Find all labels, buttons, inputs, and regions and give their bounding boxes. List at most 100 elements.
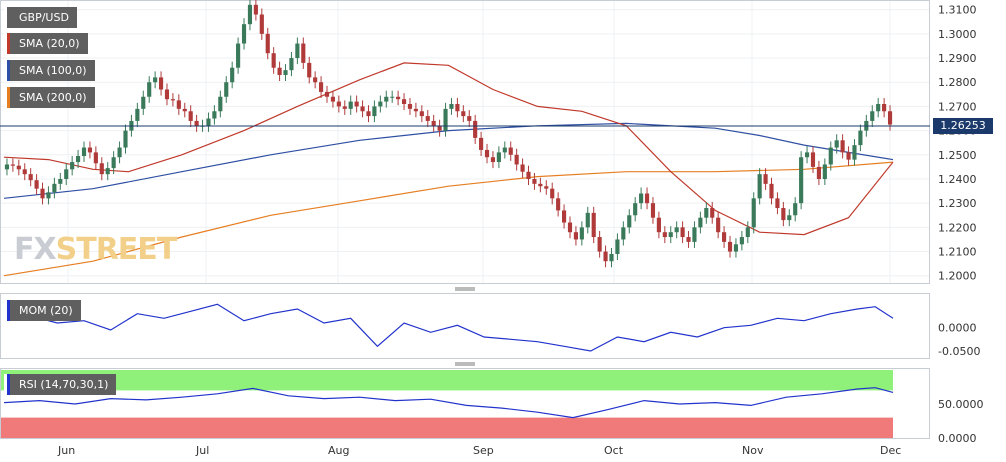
candle-body bbox=[822, 164, 827, 179]
legend-sma100-label: SMA (100,0) bbox=[19, 64, 87, 77]
panel-splitter-1[interactable] bbox=[455, 287, 475, 291]
candle-body bbox=[615, 239, 620, 254]
candle-body bbox=[307, 62, 312, 78]
candle-body bbox=[194, 120, 199, 126]
candle-body bbox=[775, 198, 780, 209]
candle-body bbox=[158, 77, 164, 90]
price-y-tick: 1.3000 bbox=[938, 28, 977, 41]
candle-body bbox=[621, 227, 626, 240]
price-y-tick: 1.2800 bbox=[938, 76, 977, 89]
legend-sma20[interactable]: SMA (20,0) bbox=[4, 33, 88, 54]
candle-body bbox=[366, 111, 371, 117]
sma-20-path bbox=[3, 62, 894, 236]
legend-sma200[interactable]: SMA (200,0) bbox=[4, 87, 95, 108]
candle-body bbox=[455, 104, 460, 112]
x-axis-label: Aug bbox=[328, 444, 349, 457]
legend-symbol[interactable]: GBP/USD bbox=[4, 7, 77, 28]
candle-body bbox=[526, 171, 531, 179]
candle-body bbox=[544, 186, 549, 189]
rsi-y-ticks: 50.0000 0.0000 bbox=[938, 398, 984, 445]
candle-body bbox=[218, 96, 223, 112]
candle-body bbox=[876, 104, 881, 112]
candle-body bbox=[769, 183, 774, 199]
candle-body bbox=[87, 147, 93, 153]
candle-body bbox=[360, 106, 365, 112]
candle-body bbox=[224, 82, 229, 97]
candle-body bbox=[561, 210, 567, 223]
candle-body bbox=[870, 111, 875, 121]
candle-body bbox=[34, 180, 39, 189]
candle-body bbox=[674, 227, 679, 233]
candle-body bbox=[698, 217, 703, 228]
x-axis-label: Nov bbox=[742, 444, 764, 457]
mom-y-ticks: 0.0000 -0.0500 bbox=[938, 322, 980, 358]
price-y-tick: 1.2300 bbox=[938, 197, 977, 210]
candle-body bbox=[887, 111, 893, 125]
rsi-path bbox=[3, 387, 894, 419]
candle-body bbox=[301, 43, 306, 63]
candle-body bbox=[787, 215, 792, 221]
candle-body bbox=[502, 147, 507, 153]
candle-body bbox=[105, 168, 110, 175]
legend-mom[interactable]: MOM (20) bbox=[4, 300, 81, 321]
candle-body bbox=[644, 193, 650, 204]
legend-sma100[interactable]: SMA (100,0) bbox=[4, 60, 95, 81]
candle-body bbox=[656, 217, 661, 233]
candle-body bbox=[70, 162, 75, 170]
price-y-tick: 1.2100 bbox=[938, 246, 977, 259]
price-y-tick: 1.2700 bbox=[938, 100, 977, 113]
candle-body bbox=[76, 156, 81, 163]
candle-body bbox=[591, 212, 596, 238]
candle-body bbox=[206, 118, 211, 126]
candle-body bbox=[597, 237, 602, 252]
candle-body bbox=[627, 215, 632, 228]
candle-body bbox=[722, 232, 727, 242]
candle-body bbox=[81, 147, 87, 157]
legend-mom-label: MOM (20) bbox=[19, 304, 73, 317]
candle-body bbox=[828, 147, 833, 165]
candle-body bbox=[443, 108, 448, 131]
candle-body bbox=[407, 104, 413, 109]
candle-body bbox=[846, 152, 851, 160]
candle-body bbox=[739, 237, 744, 245]
rsi-overbought-band bbox=[1, 370, 893, 391]
candle-body bbox=[668, 232, 673, 238]
candle-body bbox=[852, 145, 857, 160]
legend-sma100-swatch bbox=[7, 60, 10, 81]
candle-body bbox=[650, 203, 656, 218]
legend-rsi[interactable]: RSI (14,70,30,1) bbox=[4, 374, 117, 395]
candle-body bbox=[556, 198, 561, 211]
candle-body bbox=[461, 111, 466, 117]
candle-body bbox=[413, 108, 418, 112]
candle-body bbox=[781, 208, 786, 221]
candle-body bbox=[46, 192, 51, 199]
candle-body bbox=[733, 244, 739, 252]
candle-body bbox=[259, 14, 264, 34]
candle-body bbox=[757, 174, 762, 199]
candle-body bbox=[390, 96, 395, 98]
rsi-y-tick: 50.0000 bbox=[938, 398, 984, 411]
candle-body bbox=[40, 188, 45, 199]
candle-body bbox=[727, 241, 733, 252]
candle-body bbox=[348, 101, 353, 109]
candle-body bbox=[514, 154, 519, 165]
candle-body bbox=[751, 198, 756, 228]
legend-symbol-label: GBP/USD bbox=[19, 11, 69, 24]
candle-body bbox=[253, 4, 258, 15]
candle-body bbox=[117, 147, 122, 158]
x-axis-label: Jul bbox=[195, 444, 209, 457]
candle-body bbox=[490, 157, 496, 163]
candle-body bbox=[283, 70, 288, 75]
price-y-tick: 1.2200 bbox=[938, 221, 977, 234]
candle-body bbox=[858, 130, 863, 146]
candle-body bbox=[745, 227, 750, 238]
candle-body bbox=[93, 152, 98, 164]
candle-body bbox=[230, 67, 235, 83]
candles bbox=[4, 0, 893, 268]
panel-splitter-2[interactable] bbox=[455, 362, 475, 366]
candle-body bbox=[22, 169, 27, 175]
candle-body bbox=[188, 111, 193, 121]
candle-body bbox=[4, 164, 10, 170]
candle-body bbox=[579, 227, 584, 240]
